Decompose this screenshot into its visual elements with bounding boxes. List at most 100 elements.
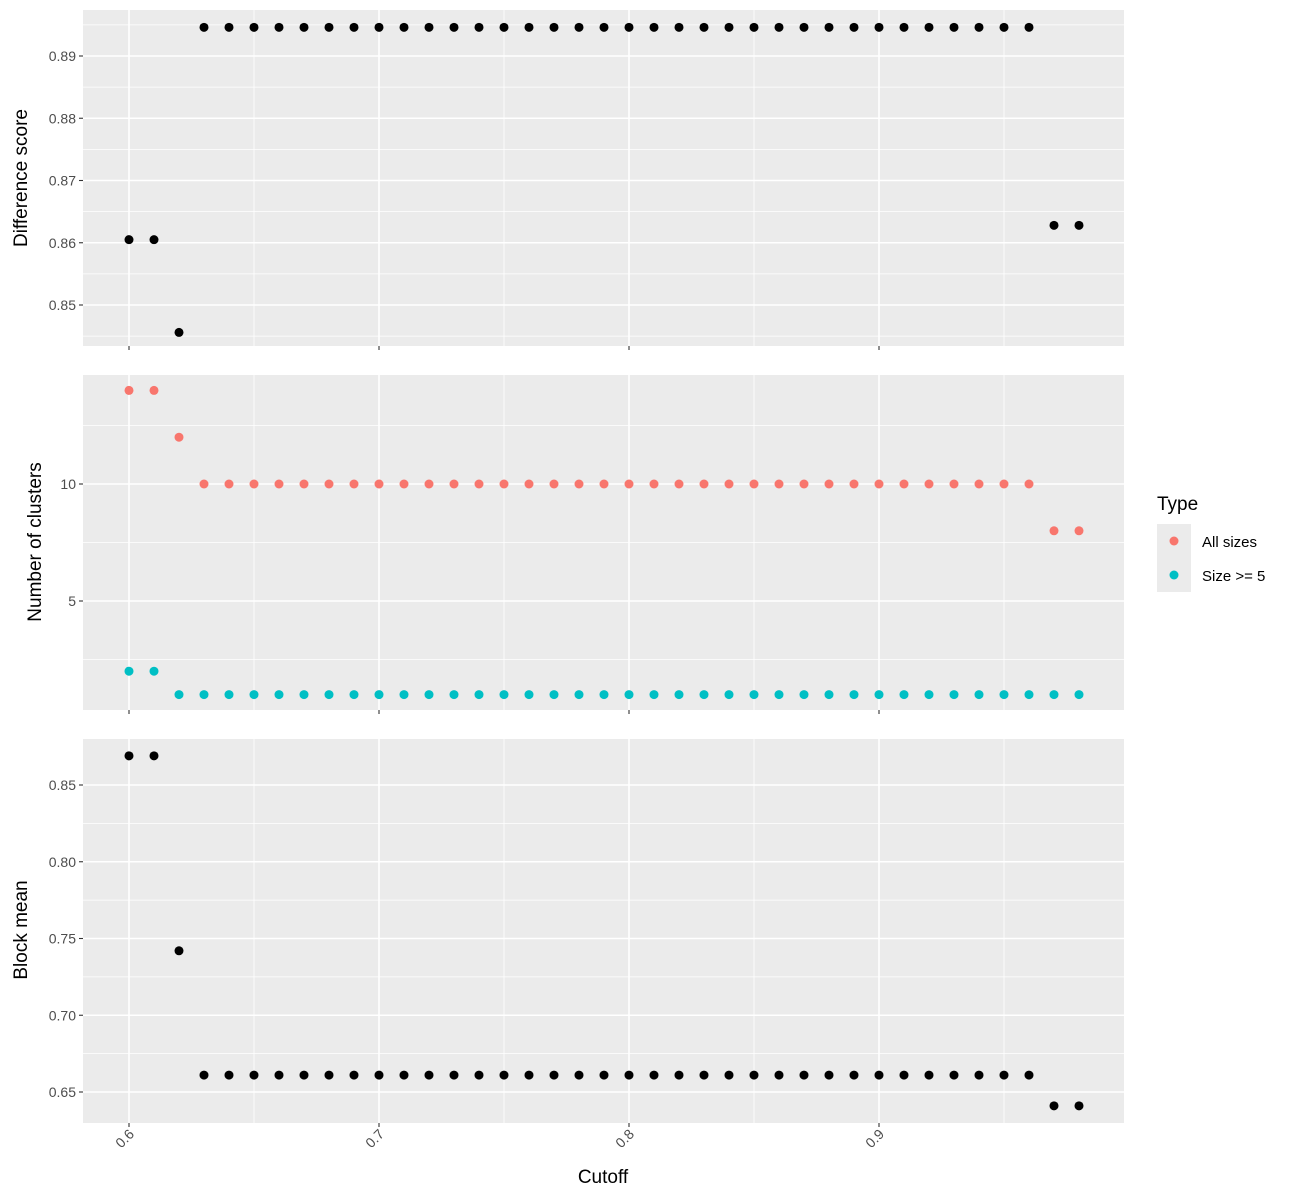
data-point [299, 1070, 309, 1080]
data-point [299, 22, 309, 32]
data-point [974, 22, 984, 32]
data-point [524, 22, 534, 32]
data-point [1074, 220, 1084, 230]
data-point [549, 1070, 559, 1080]
data-point [674, 479, 684, 489]
data-point [874, 22, 884, 32]
data-point [199, 479, 209, 489]
data-point [624, 22, 634, 32]
legend-key-size-5 [1169, 570, 1179, 580]
data-point [424, 1070, 434, 1080]
data-point [974, 690, 984, 700]
data-point [524, 690, 534, 700]
data-point [824, 690, 834, 700]
legend-key-all-sizes [1169, 536, 1179, 546]
y-tick-label: 10 [60, 476, 76, 492]
data-point [799, 22, 809, 32]
data-point [349, 479, 359, 489]
data-point [774, 690, 784, 700]
data-point [149, 666, 159, 676]
data-point [374, 479, 384, 489]
data-point [1074, 690, 1084, 700]
data-point [899, 1070, 909, 1080]
data-point [774, 479, 784, 489]
data-point [449, 1070, 459, 1080]
data-point [499, 1070, 509, 1080]
y-tick-label: 0.65 [49, 1084, 76, 1100]
data-point [399, 1070, 409, 1080]
data-point [899, 479, 909, 489]
data-point [1049, 1101, 1059, 1111]
data-point [974, 1070, 984, 1080]
data-point [999, 479, 1009, 489]
data-point [499, 690, 509, 700]
x-axis-title: Cutoff [578, 1167, 629, 1188]
data-point [149, 385, 159, 395]
data-point [1024, 690, 1034, 700]
data-point [599, 479, 609, 489]
data-point [424, 479, 434, 489]
x-tick-label: 0.6 [112, 1126, 137, 1151]
data-point [349, 22, 359, 32]
data-point [674, 690, 684, 700]
x-tick-label: 0.8 [612, 1126, 637, 1151]
data-point [699, 1070, 709, 1080]
data-point [249, 22, 259, 32]
x-tick-label: 0.9 [862, 1126, 887, 1151]
data-point [424, 22, 434, 32]
data-point [174, 690, 184, 700]
data-point [874, 1070, 884, 1080]
data-point [949, 690, 959, 700]
data-point [449, 22, 459, 32]
data-point [874, 690, 884, 700]
data-point [874, 479, 884, 489]
data-point [149, 235, 159, 245]
y-axis-title-top: Difference score [11, 109, 32, 247]
data-point [299, 690, 309, 700]
data-point [149, 751, 159, 761]
data-point [174, 327, 184, 337]
data-point [724, 479, 734, 489]
data-point [124, 385, 134, 395]
data-point [999, 690, 1009, 700]
data-point [399, 479, 409, 489]
data-point [474, 479, 484, 489]
data-point [249, 479, 259, 489]
data-point [349, 690, 359, 700]
data-point [574, 479, 584, 489]
data-point [199, 22, 209, 32]
y-tick-label: 0.87 [49, 173, 76, 189]
data-point [849, 690, 859, 700]
data-point [324, 22, 334, 32]
legend-label-size-5: Size >= 5 [1202, 568, 1265, 585]
data-point [574, 690, 584, 700]
legend-item-all-sizes: All sizes [1157, 524, 1257, 558]
data-point [924, 690, 934, 700]
data-point [949, 22, 959, 32]
data-point [774, 22, 784, 32]
data-point [299, 479, 309, 489]
data-point [924, 479, 934, 489]
x-tick-label: 0.7 [362, 1126, 387, 1151]
data-point [649, 690, 659, 700]
data-point [174, 432, 184, 442]
data-point [274, 479, 284, 489]
panel-background [83, 10, 1124, 346]
data-point [324, 690, 334, 700]
data-point [649, 1070, 659, 1080]
data-point [224, 479, 234, 489]
data-point [999, 22, 1009, 32]
data-point [499, 22, 509, 32]
legend-title: Type [1157, 494, 1198, 515]
data-point [324, 1070, 334, 1080]
y-tick-label: 0.89 [49, 48, 76, 64]
data-point [1049, 526, 1059, 536]
data-point [699, 479, 709, 489]
data-point [649, 479, 659, 489]
data-point [124, 666, 134, 676]
data-point [974, 479, 984, 489]
y-tick-label: 0.88 [49, 110, 76, 126]
data-point [899, 690, 909, 700]
data-point [849, 479, 859, 489]
data-point [549, 690, 559, 700]
